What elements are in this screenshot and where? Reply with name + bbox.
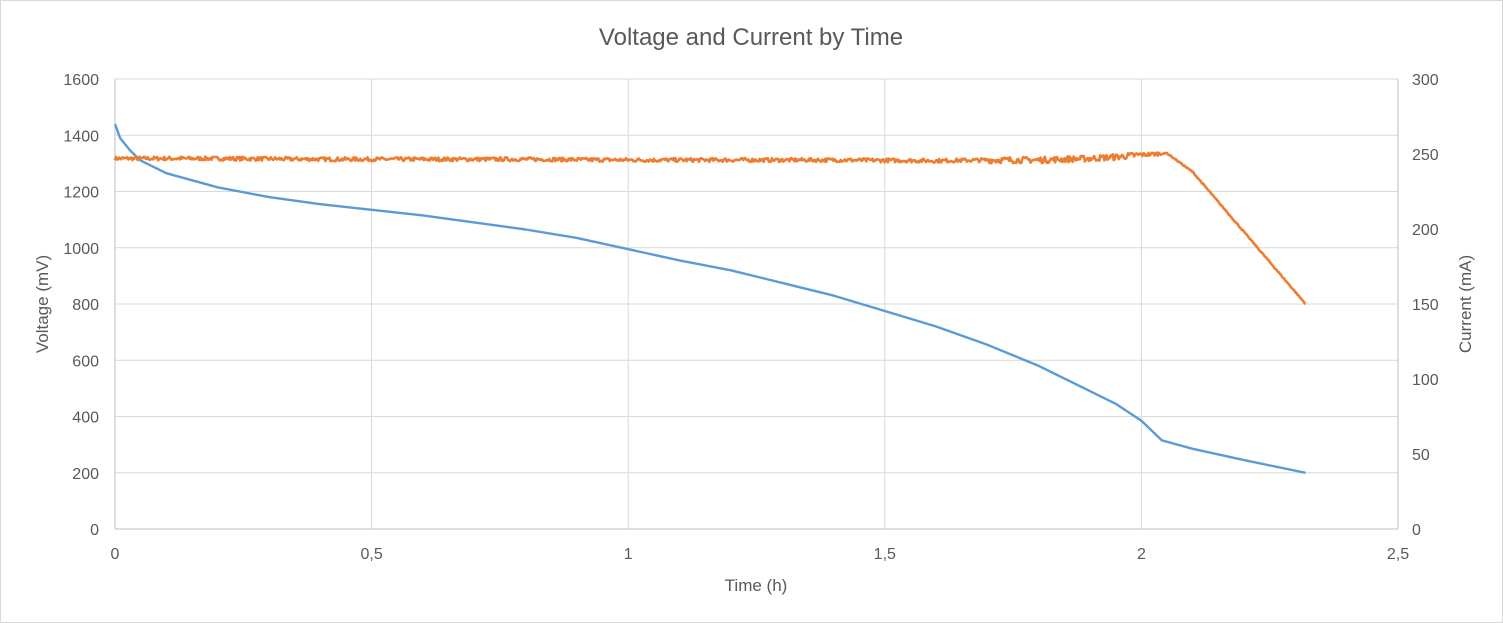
y-tick-label: 400: [72, 410, 99, 427]
y2-tick-label: 100: [1412, 372, 1439, 389]
current-series-line: [113, 151, 1307, 306]
x-tick-label: 0: [111, 546, 120, 563]
y-tick-label: 1400: [63, 128, 99, 145]
y-tick-label: 1600: [63, 72, 99, 89]
y2-tick-label: 300: [1412, 72, 1439, 89]
axes: [114, 79, 1399, 530]
x-tick-label: 2,5: [1387, 546, 1409, 563]
series-layer: [113, 123, 1307, 474]
y2-tick-label: 200: [1412, 222, 1439, 239]
x-tick-label: 0,5: [360, 546, 382, 563]
x-tick-label: 2: [1137, 546, 1146, 563]
y2-axis-label: Current (mA): [1456, 255, 1475, 353]
y2-tick-label: 250: [1412, 147, 1439, 164]
y-tick-label: 200: [72, 466, 99, 483]
y2-tick-label: 50: [1412, 447, 1430, 464]
x-axis-label: Time (h): [725, 576, 788, 595]
voltage-series-line: [113, 123, 1306, 474]
y-tick-label: 800: [72, 297, 99, 314]
y-tick-label: 0: [90, 522, 99, 539]
x-tick-label: 1,5: [874, 546, 896, 563]
chart-title: Voltage and Current by Time: [599, 24, 903, 51]
y-tick-label: 1200: [63, 185, 99, 202]
x-tick-label: 1: [624, 546, 633, 563]
y2-tick-label: 0: [1412, 522, 1421, 539]
y2-tick-label: 150: [1412, 297, 1439, 314]
y-axis-label: Voltage (mV): [33, 255, 52, 353]
y-tick-label: 600: [72, 353, 99, 370]
gridlines: [115, 78, 1399, 529]
y-tick-label: 1000: [63, 241, 99, 258]
